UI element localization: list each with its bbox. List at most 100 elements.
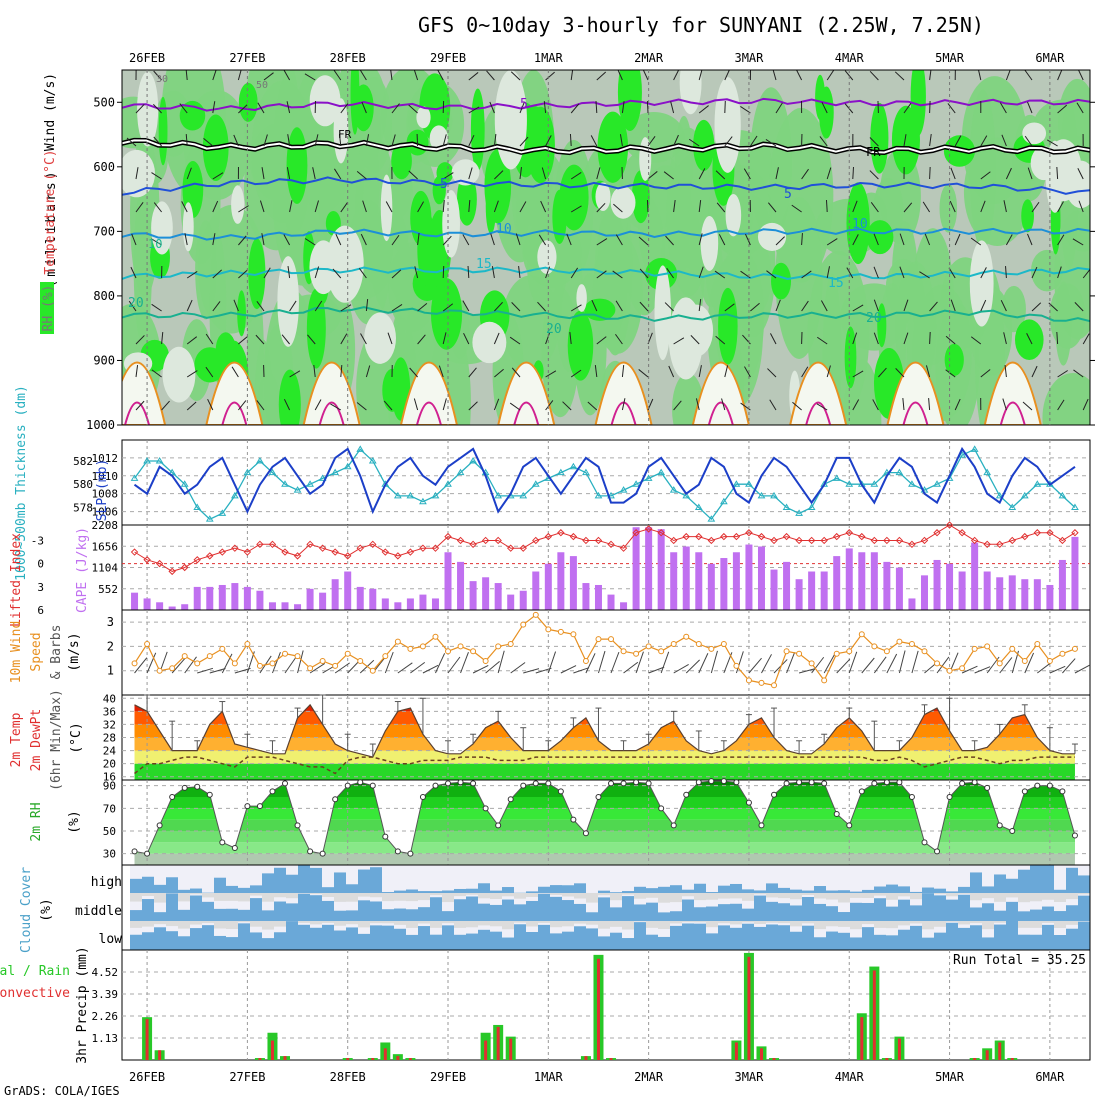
wind-speed-point: [596, 637, 601, 642]
wind-speed-point: [709, 646, 714, 651]
rh-tick-label: 90: [103, 780, 116, 793]
date-label-bottom: 3MAR: [734, 1070, 764, 1084]
cape-bar: [821, 572, 828, 610]
rh-blob-dry: [364, 312, 396, 363]
cape-bar: [282, 602, 289, 610]
cloud-gap: [190, 893, 202, 894]
cloud-bar: [730, 904, 742, 921]
ylabel-rh2m: 2m RH: [29, 802, 44, 841]
precip-bar-convective: [1011, 1058, 1014, 1060]
cloud-bar: [226, 909, 238, 921]
rh-point: [1010, 829, 1015, 834]
cape-tick-label: 552: [98, 583, 118, 596]
run-total-label: Run Total = 35.25: [953, 953, 1086, 968]
cloud-bar: [466, 896, 478, 921]
wind-speed-point: [834, 651, 839, 656]
cloud-gap: [586, 893, 598, 903]
cloud-bar: [130, 879, 142, 893]
cloud-bar: [478, 904, 490, 921]
cloud-bar: [178, 936, 190, 950]
rh-band: [122, 831, 1090, 842]
cloud-gap: [970, 921, 982, 923]
cloud-bar: [994, 925, 1006, 950]
cloud-gap: [634, 893, 646, 899]
cloud-bar: [838, 890, 850, 893]
cloud-bar: [346, 884, 358, 893]
cloud-gap: [274, 921, 286, 927]
cloud-gap: [610, 921, 622, 927]
cloud-bar: [298, 894, 310, 921]
cloud-bar: [1066, 905, 1078, 921]
wind-tick-label: 3: [107, 615, 114, 629]
rh-point: [596, 795, 601, 800]
temp-band: [122, 764, 1090, 780]
cloud-bar: [262, 873, 274, 893]
rh-point: [797, 780, 802, 785]
cape-bar: [745, 545, 752, 610]
cloud-bar: [610, 892, 622, 893]
li-tick-label: -3: [31, 534, 44, 547]
rh-point: [634, 780, 639, 785]
cloud-bar: [946, 891, 958, 893]
precip-bar-convective: [284, 1056, 287, 1060]
rh-blob-dry: [442, 190, 460, 257]
cloud-gap: [1030, 921, 1042, 928]
cloud-gap: [790, 921, 802, 926]
wind-tick-label: 2: [107, 639, 114, 653]
cloud-bar: [670, 885, 682, 893]
cloud-bar: [226, 886, 238, 893]
wind-speed-point: [746, 678, 751, 683]
cloud-gap: [154, 921, 166, 924]
cape-bar: [1034, 579, 1041, 610]
cape-bar: [733, 552, 740, 610]
cloud-gap: [718, 893, 730, 899]
cape-bar: [582, 583, 589, 610]
cloud-gap: [178, 921, 190, 929]
cloud-gap: [154, 893, 166, 903]
cloud-gap: [562, 921, 574, 926]
cloud-bar: [310, 928, 322, 950]
rh-blob: [940, 184, 958, 232]
precip-bar-convective: [158, 1050, 161, 1060]
cloud-gap: [898, 893, 910, 896]
cape-bar: [858, 552, 865, 610]
rh-blob-bright: [526, 107, 555, 183]
precip-bar-convective: [346, 1058, 349, 1060]
rh-point: [471, 781, 476, 786]
wind-speed-point: [533, 612, 538, 617]
cloud-gap: [274, 893, 286, 897]
ylabel-wind10m-2: Speed: [29, 632, 44, 671]
cloud-bar: [274, 868, 286, 893]
isotherm-label-15b: 15: [828, 276, 844, 291]
cloud-bar: [1030, 865, 1042, 893]
cloud-bar: [970, 907, 982, 921]
cloud-gap: [646, 921, 658, 928]
wind-speed-point: [195, 661, 200, 666]
rh-point: [195, 784, 200, 789]
rh-point: [859, 789, 864, 794]
cloud-gap: [646, 893, 658, 898]
cloud-bar: [658, 912, 670, 921]
wind-speed-point: [759, 680, 764, 685]
cloud-bar: [250, 932, 262, 950]
cloud-bar: [550, 933, 562, 950]
cloud-gap: [526, 893, 538, 897]
cloud-bar: [166, 931, 178, 950]
cape-bar: [231, 583, 238, 610]
rh-tick-label: 30: [103, 848, 116, 861]
date-label-top: 3MAR: [734, 51, 764, 65]
cloud-bar: [862, 903, 874, 921]
date-label-top: 5MAR: [935, 51, 965, 65]
cloud-bar: [502, 900, 514, 921]
cloud-bar: [850, 903, 862, 921]
cloud-bar: [1066, 868, 1078, 893]
cloud-gap: [778, 893, 790, 898]
rh-blob-bright: [552, 190, 566, 244]
cloud-bar: [406, 935, 418, 950]
cloud-bar: [550, 885, 562, 893]
wind-speed-point: [897, 639, 902, 644]
rh-point: [270, 789, 275, 794]
rh-tick-label: 70: [103, 802, 116, 815]
wind-speed-point: [960, 666, 965, 671]
